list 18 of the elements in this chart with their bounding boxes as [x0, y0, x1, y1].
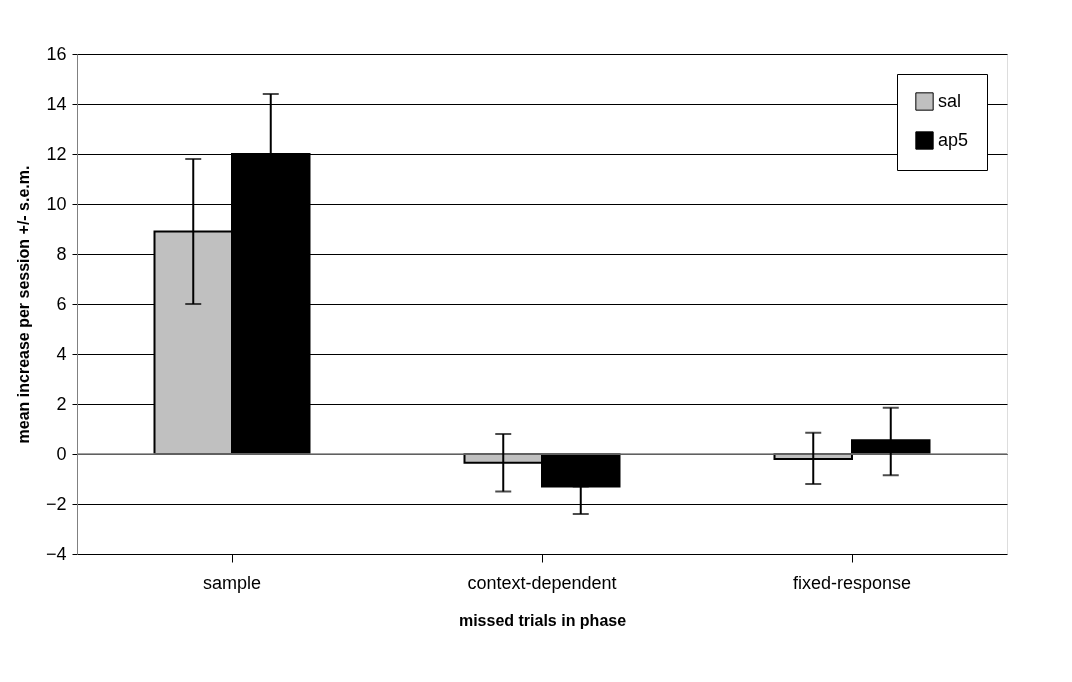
y-tick-label: 0 [56, 443, 67, 464]
y-tick-label: 12 [46, 143, 67, 164]
y-tick-label: 6 [56, 293, 67, 314]
x-tick-label: fixed-response [792, 572, 912, 593]
x-tick-label: sample [202, 572, 262, 593]
y-tick-label: 4 [56, 343, 67, 364]
y-axis-title: mean increase per session +/- s.e.m. [14, 165, 32, 444]
legend-label: sal [938, 90, 962, 111]
y-tick-label: −4 [45, 543, 67, 564]
y-tick-label: 8 [56, 243, 67, 264]
y-tick-label: 14 [46, 93, 67, 114]
y-tick-label: 16 [46, 43, 67, 64]
legend-label: ap5 [938, 129, 969, 150]
y-tick-label: 2 [56, 393, 67, 414]
x-axis-title: missed trials in phase [458, 611, 627, 629]
y-tick-label: 10 [46, 193, 67, 214]
y-tick-label: −2 [45, 493, 67, 514]
x-tick-label: context-dependent [467, 572, 617, 593]
